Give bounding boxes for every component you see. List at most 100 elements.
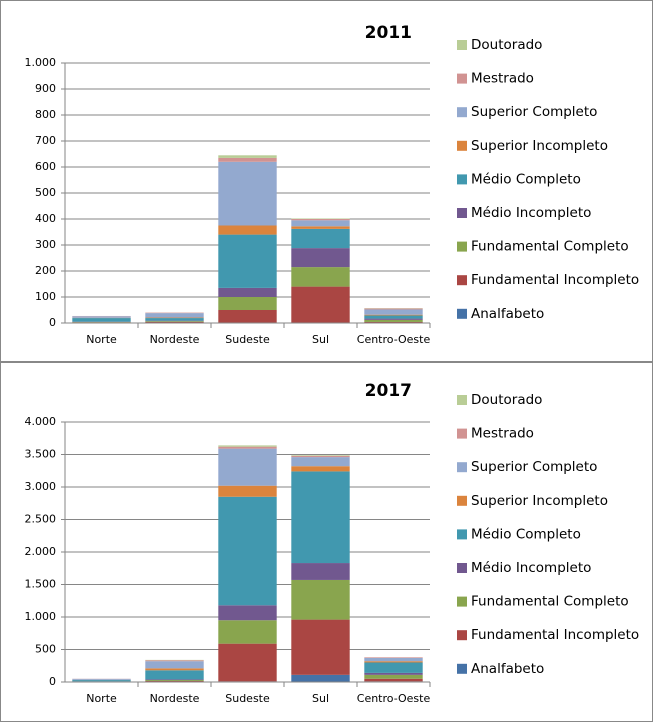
legend-label: Médio Incompleto <box>471 560 591 576</box>
legend-swatch <box>457 309 467 319</box>
bar-segment <box>364 663 422 673</box>
bar-segment <box>291 248 349 267</box>
bar-segment <box>291 675 349 682</box>
x-tick-label: Sudeste <box>225 692 270 705</box>
bar-segment <box>364 673 422 675</box>
x-tick-label: Sul <box>312 692 329 705</box>
bar-segment <box>218 288 276 297</box>
bar-segment <box>291 466 349 471</box>
legend-label: Doutorado <box>471 392 542 408</box>
x-tick-label: Centro-Oeste <box>357 692 431 705</box>
legend-label: Médio Completo <box>471 526 581 542</box>
y-tick-label: 2.500 <box>25 513 57 526</box>
bar-segment <box>218 497 276 606</box>
bar-segment <box>291 471 349 563</box>
legend-label: Superior Incompleto <box>471 493 608 509</box>
legend-swatch <box>457 107 467 117</box>
bar-segment <box>364 308 422 309</box>
legend-swatch <box>457 630 467 640</box>
bar-segment <box>291 287 349 323</box>
y-tick-label: 400 <box>35 212 56 225</box>
bar-segment <box>72 318 130 322</box>
bar-segment <box>291 580 349 620</box>
y-tick-label: 3.000 <box>25 480 57 493</box>
y-tick-label: 2.000 <box>25 545 57 558</box>
chart-title: 2017 <box>365 381 412 401</box>
bar-segment <box>291 218 349 219</box>
bar-segment <box>364 315 422 316</box>
legend-swatch <box>457 141 467 151</box>
bar-segment <box>291 456 349 457</box>
bar-segment <box>218 449 276 486</box>
y-tick-label: 500 <box>35 186 56 199</box>
legend-label: Mestrado <box>471 71 534 87</box>
bar-segment <box>364 657 422 658</box>
bar-segment <box>291 457 349 466</box>
bar-segment <box>218 620 276 643</box>
legend-label: Superior Incompleto <box>471 138 608 154</box>
bar-segment <box>364 309 422 314</box>
bar-segment <box>218 155 276 158</box>
legend-label: Doutorado <box>471 37 542 53</box>
legend-swatch <box>457 208 467 218</box>
bar-segment <box>218 445 276 446</box>
legend-swatch <box>457 40 467 50</box>
bar-segment <box>145 321 203 322</box>
legend-swatch <box>457 563 467 573</box>
bar-segment <box>291 220 349 226</box>
legend-label: Médio Incompleto <box>471 205 591 221</box>
bar-segment <box>291 267 349 287</box>
bar-segment <box>218 447 276 449</box>
bar-segment <box>218 605 276 620</box>
bar-segment <box>218 644 276 682</box>
y-tick-label: 300 <box>35 238 56 251</box>
y-tick-label: 500 <box>35 643 56 656</box>
legend-label: Fundamental Incompleto <box>471 272 639 288</box>
bar-segment <box>291 455 349 456</box>
legend-label: Superior Completo <box>471 104 597 120</box>
y-tick-label: 1.500 <box>25 578 57 591</box>
y-tick-label: 600 <box>35 160 56 173</box>
bar-segment <box>364 315 422 318</box>
legend-swatch <box>457 242 467 252</box>
bar-segment <box>145 313 203 317</box>
bar-segment <box>218 162 276 226</box>
bar-segment <box>364 675 422 679</box>
bar-segment <box>364 658 422 661</box>
bar-segment <box>364 661 422 662</box>
bar-segment <box>364 320 422 322</box>
bar-segment <box>291 229 349 248</box>
legend-label: Analfabeto <box>471 306 544 322</box>
x-tick-label: Sudeste <box>225 333 270 346</box>
bar-segment <box>218 226 276 235</box>
y-tick-label: 0 <box>49 675 56 688</box>
bar-segment <box>145 318 203 321</box>
bar-segment <box>72 679 130 680</box>
bar-segment <box>145 660 203 661</box>
chart-title: 2011 <box>365 23 412 43</box>
bar-segment <box>364 679 422 682</box>
bar-segment <box>145 679 203 680</box>
legend-swatch <box>457 174 467 184</box>
y-tick-label: 100 <box>35 290 56 303</box>
bar-segment <box>218 310 276 322</box>
y-tick-label: 3.500 <box>25 448 57 461</box>
y-tick-label: 700 <box>35 134 56 147</box>
legend-swatch <box>457 395 467 405</box>
y-tick-label: 1.000 <box>25 56 57 69</box>
bar-segment <box>218 158 276 162</box>
y-tick-label: 4.000 <box>25 415 57 428</box>
y-tick-label: 900 <box>35 82 56 95</box>
y-tick-label: 800 <box>35 108 56 121</box>
bar-segment <box>72 316 130 318</box>
bar-segment <box>291 226 349 229</box>
legend-swatch <box>457 597 467 607</box>
legend-label: Fundamental Incompleto <box>471 627 639 643</box>
x-tick-label: Sul <box>312 333 329 346</box>
bar-segment <box>218 297 276 310</box>
legend-label: Fundamental Completo <box>471 239 629 255</box>
y-tick-label: 200 <box>35 264 56 277</box>
y-tick-label: 1.000 <box>25 610 57 623</box>
